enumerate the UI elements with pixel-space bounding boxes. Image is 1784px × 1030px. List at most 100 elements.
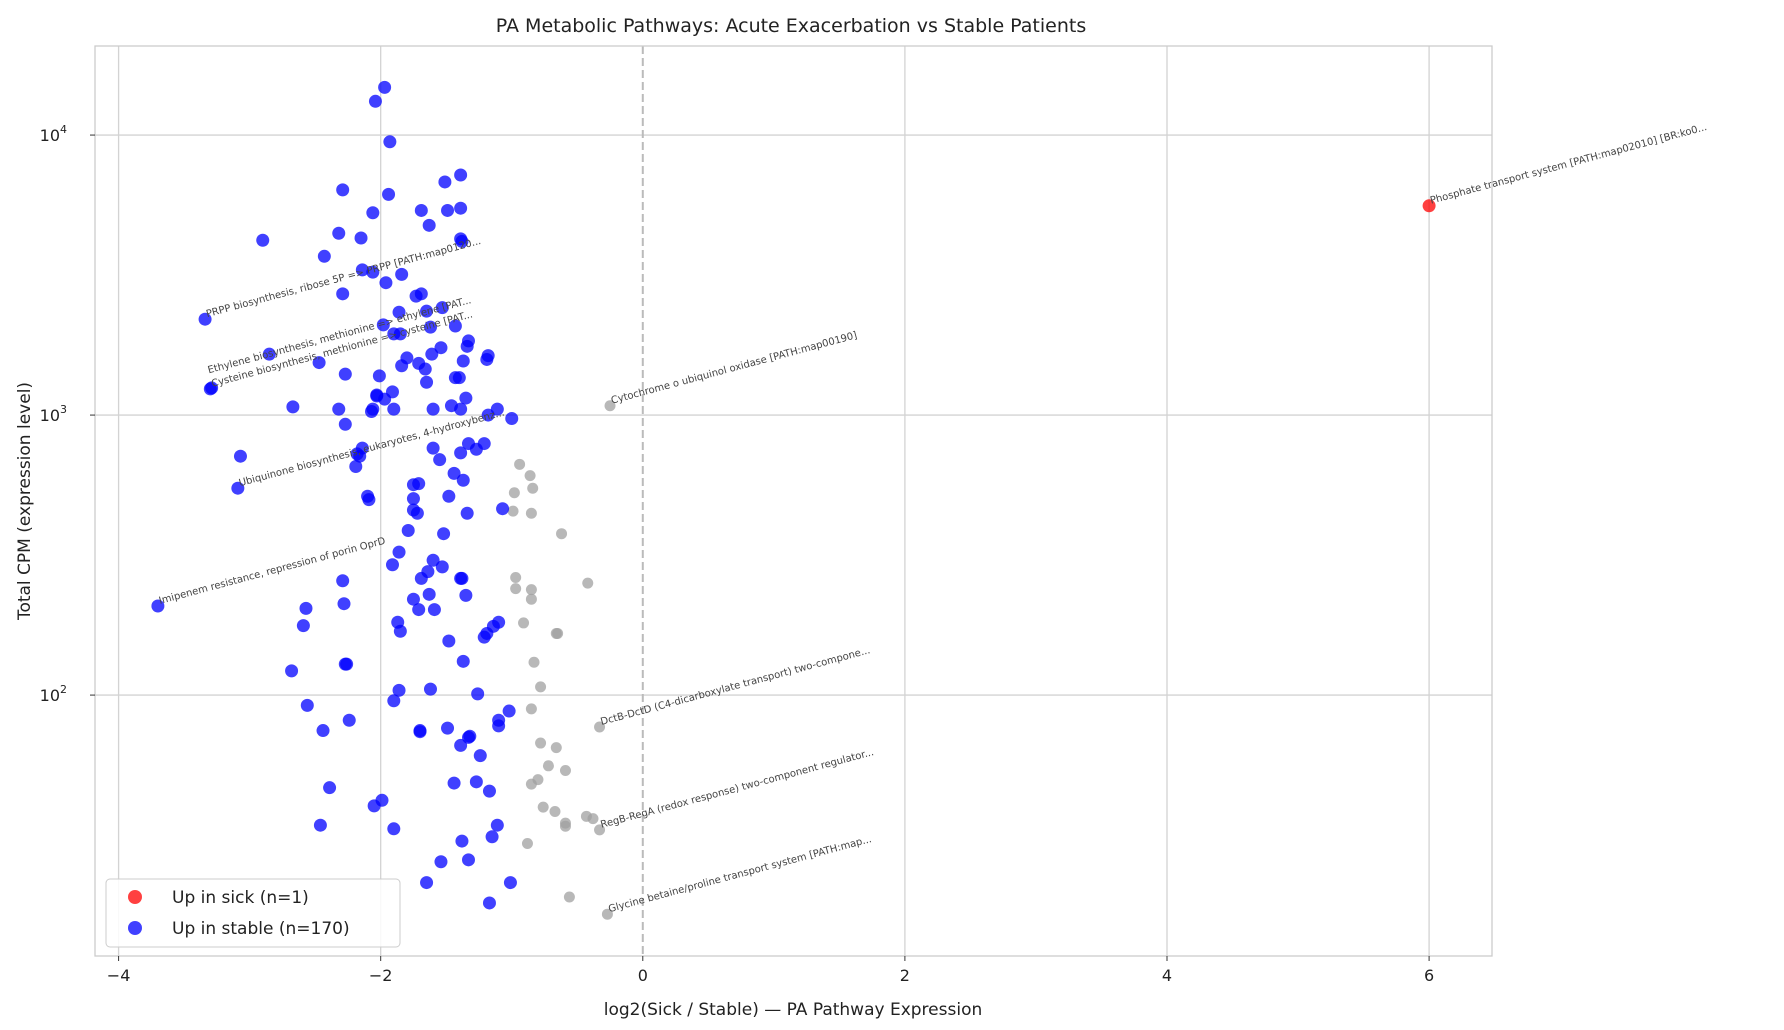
point-not-significant xyxy=(582,577,594,589)
point-up-in-stable xyxy=(482,784,496,798)
point-up-in-stable xyxy=(376,318,390,332)
point-up-in-stable xyxy=(480,352,494,366)
point-up-in-stable xyxy=(455,234,469,248)
point-not-significant xyxy=(559,820,571,832)
point-up-in-stable xyxy=(378,80,392,94)
x-axis-ticks: −4 −2 0 2 4 6 xyxy=(107,956,1434,985)
point-not-significant xyxy=(542,760,554,772)
point-up-in-stable xyxy=(456,654,470,668)
point-not-significant xyxy=(525,593,537,605)
point-up-in-stable xyxy=(422,587,436,601)
point-up-in-stable xyxy=(342,713,356,727)
point-up-in-stable xyxy=(460,339,474,353)
point-up-in-stable xyxy=(410,506,424,520)
x-tick-label: 6 xyxy=(1424,966,1434,985)
point-up-in-stable xyxy=(387,822,401,836)
legend-marker-sick xyxy=(128,890,142,904)
point-up-in-stable xyxy=(296,619,310,633)
point-up-in-stable xyxy=(401,524,415,538)
point-up-in-stable xyxy=(420,304,434,318)
point-up-in-stable xyxy=(372,369,386,383)
point-up-in-stable xyxy=(385,558,399,572)
point-not-significant xyxy=(549,805,561,817)
point-not-significant xyxy=(601,908,613,920)
point-up-in-stable xyxy=(481,408,495,422)
point-up-in-stable xyxy=(454,571,468,585)
legend: Up in sick (n=1) Up in stable (n=170) xyxy=(105,878,401,948)
point-not-significant xyxy=(594,824,606,836)
x-tick-label: 2 xyxy=(900,966,910,985)
point-not-significant xyxy=(604,400,616,412)
point-up-in-stable xyxy=(490,818,504,832)
point-up-in-stable xyxy=(285,664,299,678)
chart-title: PA Metabolic Pathways: Acute Exacerbatio… xyxy=(496,15,1086,37)
point-up-in-stable xyxy=(502,704,516,718)
point-up-in-stable xyxy=(393,327,407,341)
data-points xyxy=(151,80,1436,920)
point-up-in-stable xyxy=(151,599,165,613)
point-up-in-stable xyxy=(406,592,420,606)
point-up-in-stable xyxy=(382,187,396,201)
point-up-in-stable xyxy=(203,382,217,396)
point-up-in-stable xyxy=(387,694,401,708)
point-up-in-stable xyxy=(418,362,432,376)
point-up-in-stable xyxy=(459,391,473,405)
point-up-in-stable xyxy=(406,492,420,506)
point-up-in-stable xyxy=(437,527,451,541)
y-tick-label: 104 xyxy=(40,123,67,145)
point-up-in-stable xyxy=(442,634,456,648)
point-up-in-stable xyxy=(362,493,376,507)
point-up-in-stable xyxy=(313,818,327,832)
point-up-in-stable xyxy=(413,725,427,739)
point-up-in-stable xyxy=(427,603,441,617)
point-up-in-stable xyxy=(349,460,363,474)
point-up-in-stable xyxy=(423,320,437,334)
point-up-in-stable xyxy=(350,447,364,461)
point-up-in-stable xyxy=(435,301,449,315)
point-up-in-stable xyxy=(454,446,468,460)
point-up-in-stable xyxy=(423,682,437,696)
point-up-in-stable xyxy=(505,412,519,426)
point-up-in-stable xyxy=(461,853,475,867)
y-tick-label: 102 xyxy=(40,683,67,705)
point-up-in-stable xyxy=(393,624,407,638)
point-up-in-stable xyxy=(455,834,469,848)
point-not-significant xyxy=(537,801,549,813)
y-tick-exponent: 4 xyxy=(60,123,67,136)
x-tick-label: 0 xyxy=(638,966,648,985)
point-not-significant xyxy=(507,505,519,517)
point-up-in-stable xyxy=(485,830,499,844)
point-up-in-stable xyxy=(414,571,428,585)
point-up-in-stable xyxy=(337,597,351,611)
y-tick-exponent: 3 xyxy=(60,403,67,416)
legend-label-stable: Up in stable (n=170) xyxy=(172,919,350,939)
point-up-in-stable xyxy=(354,231,368,245)
point-not-significant xyxy=(524,470,536,482)
point-up-in-stable xyxy=(312,356,326,370)
point-not-significant xyxy=(559,764,571,776)
point-not-significant xyxy=(528,656,540,668)
point-up-in-stable xyxy=(256,233,270,247)
x-tick-label: −4 xyxy=(107,966,131,985)
point-up-in-stable xyxy=(379,276,393,290)
point-up-in-stable xyxy=(492,719,506,733)
point-up-in-stable xyxy=(477,630,491,644)
point-up-in-stable xyxy=(447,776,461,790)
point-up-in-stable xyxy=(454,201,468,215)
y-tick-exponent: 2 xyxy=(60,683,67,696)
legend-label-sick: Up in sick (n=1) xyxy=(172,888,309,908)
point-up-in-stable xyxy=(454,738,468,752)
point-up-in-stable xyxy=(231,481,245,495)
point-up-in-stable xyxy=(336,287,350,301)
point-up-in-stable xyxy=(456,473,470,487)
plot-frame xyxy=(94,45,1493,957)
point-up-in-stable xyxy=(366,265,380,279)
y-tick-label: 103 xyxy=(40,403,67,425)
point-up-in-stable xyxy=(435,560,449,574)
annotation-label: DctB-DctD (C4-dicarboxylate transport) t… xyxy=(599,645,871,728)
point-up-in-stable xyxy=(490,402,504,416)
point-up-in-stable xyxy=(387,402,401,416)
point-not-significant xyxy=(550,627,562,639)
point-up-in-stable xyxy=(317,249,331,263)
